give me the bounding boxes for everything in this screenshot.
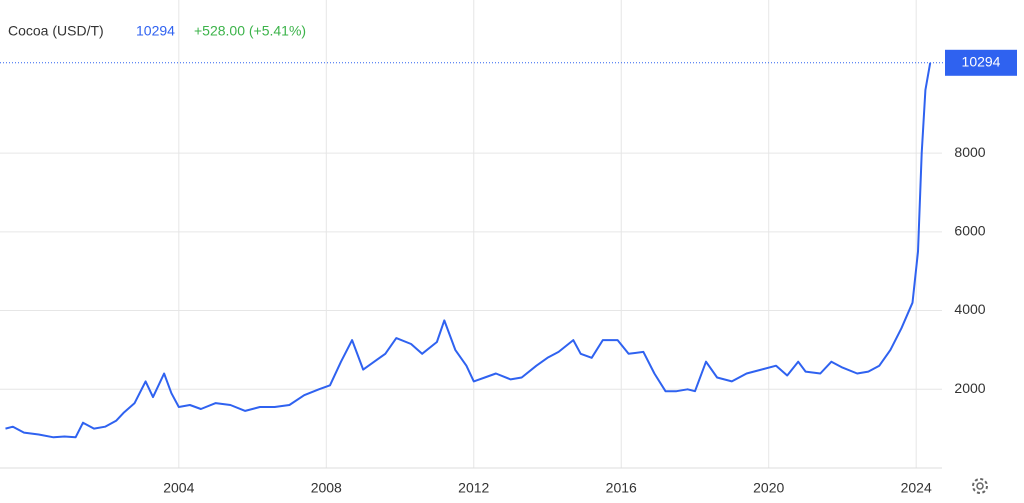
x-tick-label: 2016: [606, 480, 637, 496]
last-price-box: [945, 49, 1017, 76]
x-tick-label: 2020: [753, 480, 784, 496]
x-tick-label: 2008: [311, 480, 342, 496]
y-tick-label: 2000: [954, 380, 985, 396]
y-tick-label: 4000: [954, 301, 985, 317]
price-line: [5, 62, 932, 439]
x-tick-label: 2004: [163, 480, 194, 496]
settings-icon[interactable]: [972, 478, 988, 494]
y-tick-label: 8000: [954, 144, 985, 160]
gear-teeth: [972, 478, 988, 494]
x-tick-label: 2024: [901, 480, 932, 496]
x-tick-label: 2012: [458, 480, 489, 496]
y-tick-label: 6000: [954, 223, 985, 239]
last-price: 10294: [136, 23, 175, 39]
gear-hub: [976, 482, 984, 490]
chart-title: Cocoa (USD/T): [8, 23, 104, 39]
last-price-label: 10294: [962, 53, 1001, 69]
price-change: +528.00 (+5.41%): [194, 23, 306, 39]
